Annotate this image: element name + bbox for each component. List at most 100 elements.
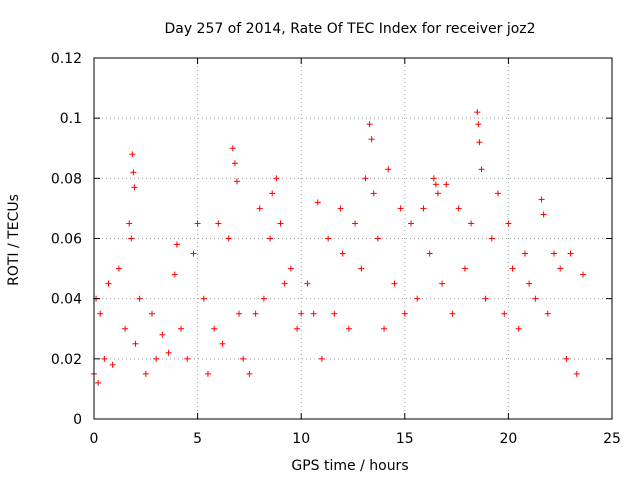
data-point <box>211 325 218 332</box>
data-point <box>461 265 468 272</box>
x-axis-label: GPS time / hours <box>291 458 408 474</box>
data-point <box>362 175 369 182</box>
data-point <box>540 211 547 218</box>
data-point <box>101 355 108 362</box>
data-point <box>233 178 240 185</box>
y-tick-label: 0.08 <box>51 171 82 187</box>
data-point <box>443 181 450 188</box>
data-point <box>408 220 415 227</box>
data-point <box>269 190 276 197</box>
data-point <box>476 139 483 146</box>
data-point <box>475 121 482 128</box>
y-tick-label: 0.1 <box>60 111 82 127</box>
data-point <box>515 325 522 332</box>
data-point <box>521 250 528 257</box>
data-point <box>304 280 311 287</box>
data-point <box>229 145 236 152</box>
data-point <box>153 355 160 362</box>
data-point <box>501 310 508 317</box>
data-point <box>246 370 253 377</box>
data-point <box>236 310 243 317</box>
data-point <box>439 280 446 287</box>
x-tick-label: 5 <box>193 431 202 447</box>
data-point <box>337 205 344 212</box>
y-tick-label: 0.04 <box>51 292 82 308</box>
data-point <box>171 271 178 278</box>
data-point <box>352 220 359 227</box>
data-point <box>331 310 338 317</box>
data-point <box>434 190 441 197</box>
data-point <box>366 121 373 128</box>
data-point <box>430 175 437 182</box>
axis-ticks <box>93 57 613 420</box>
data-point <box>482 295 489 302</box>
data-points <box>91 109 586 386</box>
data-point <box>129 151 136 158</box>
data-point <box>468 220 475 227</box>
data-point <box>557 265 564 272</box>
data-point <box>149 310 156 317</box>
data-point <box>401 310 408 317</box>
data-point <box>298 310 305 317</box>
data-point <box>240 355 247 362</box>
data-point <box>385 166 392 173</box>
x-tick-label: 25 <box>603 431 621 447</box>
x-tick-label: 15 <box>396 431 414 447</box>
data-point <box>325 235 332 242</box>
data-point <box>358 265 365 272</box>
data-point <box>370 190 377 197</box>
data-point <box>225 235 232 242</box>
data-point <box>339 250 346 257</box>
data-point <box>432 181 439 188</box>
x-tick-label: 0 <box>90 431 99 447</box>
data-point <box>204 370 211 377</box>
data-point <box>200 295 207 302</box>
data-point <box>184 355 191 362</box>
x-tick-label: 10 <box>292 431 310 447</box>
grid-lines <box>94 58 612 419</box>
data-point <box>526 280 533 287</box>
data-point <box>474 109 481 116</box>
data-point <box>267 235 274 242</box>
y-tick-label: 0 <box>73 412 82 428</box>
data-point <box>374 235 381 242</box>
data-point <box>318 355 325 362</box>
data-point <box>256 205 263 212</box>
data-point <box>573 370 580 377</box>
data-point <box>478 166 485 173</box>
data-point <box>136 295 143 302</box>
data-point <box>287 265 294 272</box>
data-point <box>122 325 129 332</box>
y-tick-label: 0.06 <box>51 232 82 248</box>
data-point <box>109 361 116 368</box>
data-point <box>538 196 545 203</box>
data-point <box>97 310 104 317</box>
data-point <box>231 160 238 167</box>
data-point <box>495 190 502 197</box>
data-point <box>95 379 102 386</box>
data-point <box>579 271 586 278</box>
data-point <box>115 265 122 272</box>
data-point <box>252 310 259 317</box>
data-point <box>219 340 226 347</box>
data-point <box>173 241 180 248</box>
data-point <box>505 220 512 227</box>
data-point <box>420 205 427 212</box>
data-point <box>449 310 456 317</box>
data-point <box>455 205 462 212</box>
data-point <box>381 325 388 332</box>
data-point <box>509 265 516 272</box>
y-axis-label: ROTI / TECUs <box>6 194 22 286</box>
data-point <box>414 295 421 302</box>
data-point <box>130 169 137 176</box>
data-point <box>142 370 149 377</box>
x-axis-tick-labels: 0 5 10 15 20 25 <box>90 431 621 447</box>
data-point <box>567 250 574 257</box>
data-point <box>314 199 321 206</box>
data-point <box>368 136 375 143</box>
data-point <box>550 250 557 257</box>
data-point <box>128 235 135 242</box>
data-point <box>105 280 112 287</box>
data-point <box>215 220 222 227</box>
